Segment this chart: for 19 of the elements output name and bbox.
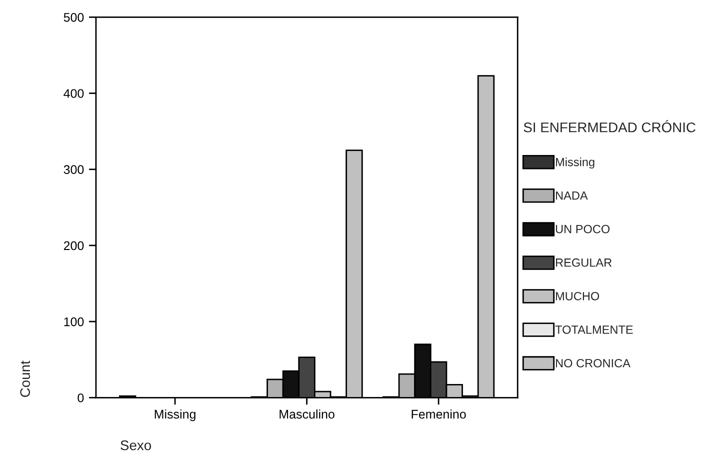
y-tick-label: 0 [78,393,84,402]
y-tick-label: 200 [64,241,84,250]
y-tick-label: 100 [64,317,84,326]
legend-label: TOTALMENTE [555,325,633,334]
x-tick-label: Masculino [280,409,334,419]
y-tick-label: 400 [64,89,84,98]
legend-label: REGULAR [556,258,612,267]
legend-title: SI ENFERMEDAD CRÓNIC [524,120,696,132]
x-axis-title: Sexo [120,440,152,450]
legend-label: Missing [556,158,594,169]
x-tick-label: Missing [154,409,196,422]
x-tick-label: Femenino [412,409,466,419]
legend-label: UN POCO [556,224,610,234]
y-tick-label: 500 [64,12,84,22]
legend-label: MUCHO [556,292,600,300]
y-axis-title: Count [20,360,30,397]
legend-label: NADA [556,192,588,200]
y-tick-label: 300 [64,165,84,174]
legend-label: NO CRONICA [556,359,630,368]
